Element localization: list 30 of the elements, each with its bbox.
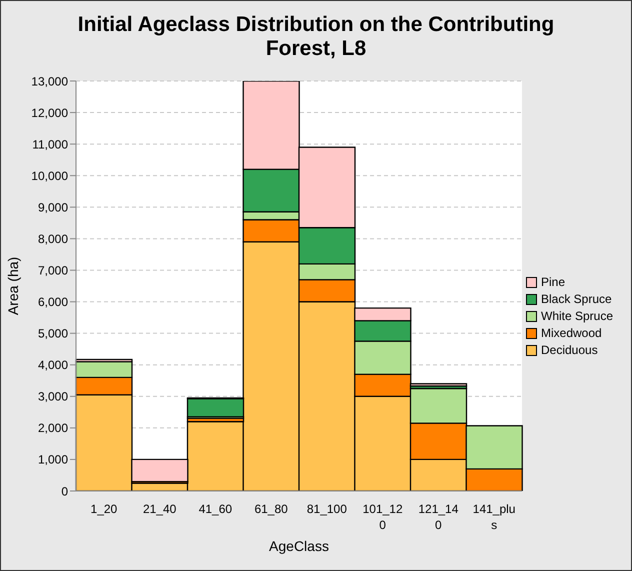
y-tick-label: 11,000 bbox=[32, 137, 68, 152]
x-tick-label: 141_plus bbox=[472, 502, 516, 532]
y-tick-label: 9,000 bbox=[38, 200, 68, 214]
y-tick-label: 10,000 bbox=[31, 168, 68, 183]
legend-label: White Spruce bbox=[541, 309, 614, 323]
x-tick-label: 21_40 bbox=[142, 502, 177, 516]
y-tick-label: 2,000 bbox=[38, 421, 68, 436]
y-tick-label: 4,000 bbox=[38, 358, 68, 372]
y-tick-label: 3,000 bbox=[38, 390, 68, 404]
y-tick-label: 0 bbox=[61, 484, 68, 498]
y-axis-title: Area (ha) bbox=[4, 256, 21, 316]
x-tick-label: 81_100 bbox=[306, 502, 348, 516]
y-tick-label: 8,000 bbox=[38, 232, 68, 246]
chart-title: Initial Ageclass Distribution on the Contributing Forest, L8 bbox=[76, 13, 556, 61]
x-tick-label: 101_120 bbox=[362, 502, 403, 532]
y-tick-label: 12,000 bbox=[31, 106, 68, 120]
x-tick-label: 121_140 bbox=[418, 502, 459, 532]
y-tick-label: 6,000 bbox=[38, 295, 68, 310]
x-tick-label: 1_20 bbox=[90, 502, 118, 516]
y-tick-label: 13,000 bbox=[31, 74, 68, 88]
legend-label: Mixedwood bbox=[541, 326, 602, 340]
y-tick-label: 7,000 bbox=[38, 263, 68, 278]
y-tick-label: 5,000 bbox=[38, 326, 68, 341]
legend-label: Pine bbox=[541, 275, 566, 289]
y-tick-label: 1,000 bbox=[38, 452, 68, 467]
x-tick-label: 61_80 bbox=[254, 502, 288, 516]
x-axis-title: AgeClass bbox=[269, 538, 329, 554]
x-tick-label: 41_60 bbox=[198, 502, 232, 516]
legend-label: Black Spruce bbox=[541, 292, 612, 306]
legend-label: Deciduous bbox=[541, 343, 598, 357]
